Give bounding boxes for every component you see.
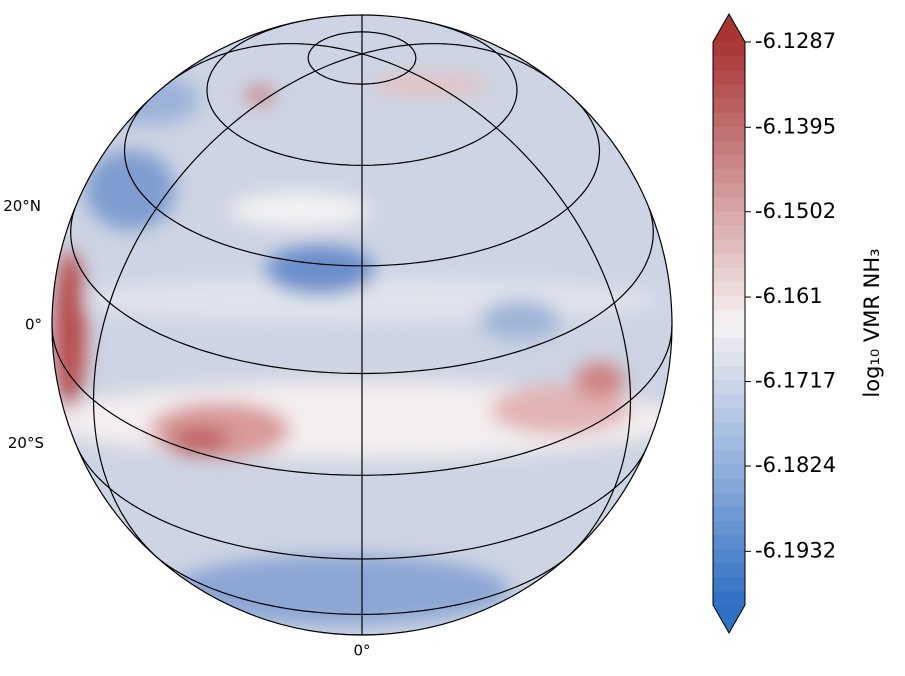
colorbar-band — [713, 70, 745, 85]
colorbar-band — [713, 182, 745, 198]
graticule-line — [92, 53, 363, 563]
colorbar-band — [713, 224, 745, 240]
colorbar-band — [713, 590, 745, 606]
colorbar-band — [713, 323, 745, 338]
graticule-line — [361, 53, 632, 563]
colorbar-band — [713, 520, 745, 536]
colorbar-tick-label: -6.161 — [755, 284, 823, 308]
colorbar-extend-bottom — [713, 605, 745, 633]
lon-label: 0° — [353, 642, 370, 660]
graticule — [52, 15, 672, 635]
colorbar-band — [713, 42, 745, 57]
colorbar-tick-label: -6.1932 — [755, 538, 836, 562]
colorbar-band — [713, 506, 745, 521]
colorbar-band — [713, 464, 745, 479]
colorbar-band — [713, 267, 745, 282]
colorbar-band — [713, 422, 745, 437]
colorbar-band — [713, 98, 745, 113]
colorbar-band — [713, 84, 745, 99]
colorbar-band — [713, 534, 745, 550]
colorbar-band — [713, 56, 745, 71]
colorbar-outline — [712, 12, 746, 635]
globe-outline — [51, 14, 673, 636]
colorbar-label: log₁₀ VMR NH₃ — [860, 248, 884, 397]
colorbar-band — [713, 295, 745, 310]
colorbar-band — [713, 253, 745, 268]
colorbar-tick-label: -6.1287 — [755, 29, 836, 53]
colorbar-band — [713, 112, 745, 127]
colorbar-tick-label: -6.1717 — [755, 369, 836, 393]
colorbar-band — [713, 548, 745, 564]
lat-label: 0° — [25, 316, 42, 334]
colorbar-band — [713, 126, 745, 141]
colorbar-band — [713, 562, 745, 578]
colorbar-band — [713, 281, 745, 296]
colorbar-band — [713, 309, 745, 324]
colorbar-band — [713, 576, 745, 592]
colorbar-band — [713, 210, 745, 226]
colorbar-band — [713, 450, 745, 465]
colorbar-band — [713, 478, 745, 493]
colorbar-band — [713, 154, 745, 170]
colorbar-band — [713, 351, 745, 367]
colorbar-band — [713, 365, 745, 381]
colorbar-band — [713, 407, 745, 423]
colorbar-band — [713, 196, 745, 212]
colorbar-band — [713, 140, 745, 155]
colorbar-band — [713, 337, 745, 353]
colorbar-band — [713, 393, 745, 409]
colorbar-band — [713, 436, 745, 451]
colorbar-extend-top — [713, 14, 745, 42]
colorbar-tick-label: -6.1395 — [755, 114, 836, 138]
colorbar-tick-label: -6.1824 — [755, 453, 836, 477]
colorbar-band — [713, 379, 745, 395]
colorbar-band — [713, 492, 745, 507]
lat-label: 20°S — [8, 434, 44, 452]
field — [52, 15, 672, 635]
graticule-line — [162, 43, 363, 89]
graticule-line — [361, 43, 562, 89]
lat-label: 20°N — [3, 197, 41, 215]
colorbar-tick-label: -6.1502 — [755, 199, 836, 223]
colorbar-band — [713, 239, 745, 254]
colorbar-band — [713, 168, 745, 184]
